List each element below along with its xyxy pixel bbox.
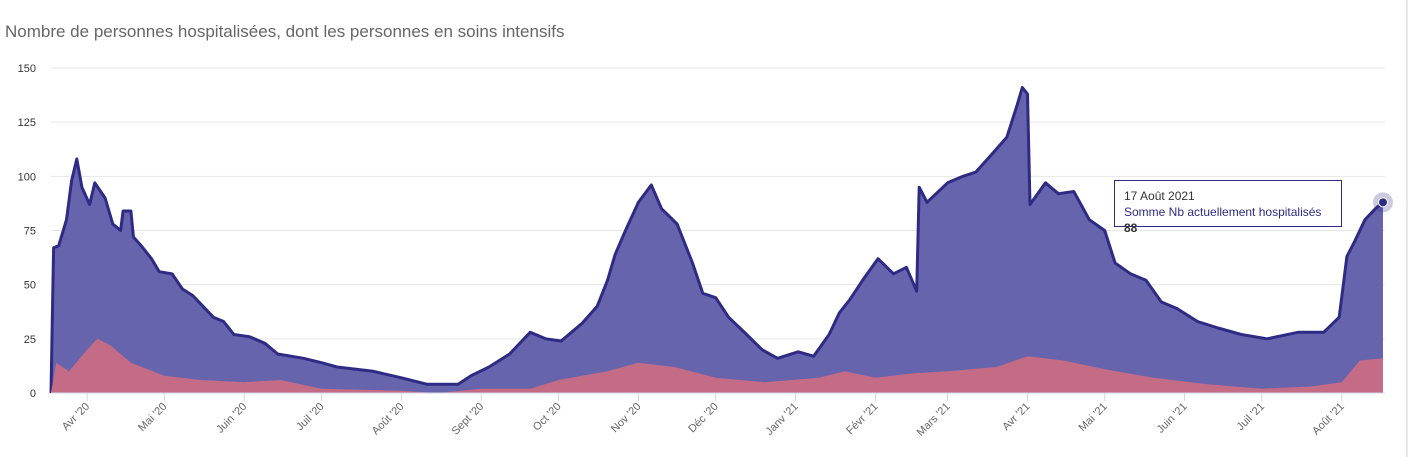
tooltip: 17 Août 2021 Somme Nb actuellement hospi…: [1114, 180, 1342, 235]
x-tick-label: Avr '20: [60, 401, 92, 433]
x-tick-label: Janv '21: [763, 401, 800, 438]
x-tick-label: Juin '20: [214, 401, 249, 436]
y-tick-label: 50: [24, 280, 36, 292]
y-tick-label: 150: [18, 63, 36, 75]
tooltip-date: 17 Août 2021: [1124, 189, 1195, 203]
y-tick-label: 125: [18, 117, 36, 129]
x-tick-label: Févr '21: [844, 401, 880, 437]
y-tick-label: 100: [18, 171, 36, 183]
x-tick-label: Juil '20: [294, 401, 326, 433]
x-tick-label: Juin '21: [1155, 401, 1190, 436]
x-tick-label: Mars '21: [915, 401, 953, 439]
x-tick-label: Nov '20: [609, 401, 644, 436]
y-tick-label: 25: [24, 334, 36, 346]
x-tick-label: Déc '20: [686, 401, 721, 436]
hover-point: [1378, 197, 1388, 208]
hospitalized-line: [49, 86, 1384, 394]
y-tick-label: 0: [30, 388, 36, 400]
scrollbar[interactable]: [1406, 0, 1408, 457]
x-tick-label: Oct '20: [531, 401, 564, 434]
x-tick-label: Mai '20: [136, 401, 169, 434]
x-tick-label: Juil '21: [1235, 401, 1267, 433]
hospitalized-area: [51, 87, 1383, 393]
y-tick-label: 75: [24, 226, 36, 238]
x-tick-label: Avr '21: [1000, 401, 1032, 433]
x-tick-label: Mai '21: [1077, 401, 1110, 434]
icu-area: [51, 338, 1383, 393]
x-tick-label: Sept '20: [450, 401, 487, 438]
x-tick-label: Août '20: [370, 401, 407, 438]
tooltip-value: 88: [1124, 221, 1138, 235]
tooltip-series-label: Somme Nb actuellement hospitalisés: [1124, 205, 1322, 219]
chart-title: Nombre de personnes hospitalisées, dont …: [5, 22, 565, 41]
x-tick-label: Août '21: [1310, 401, 1347, 438]
